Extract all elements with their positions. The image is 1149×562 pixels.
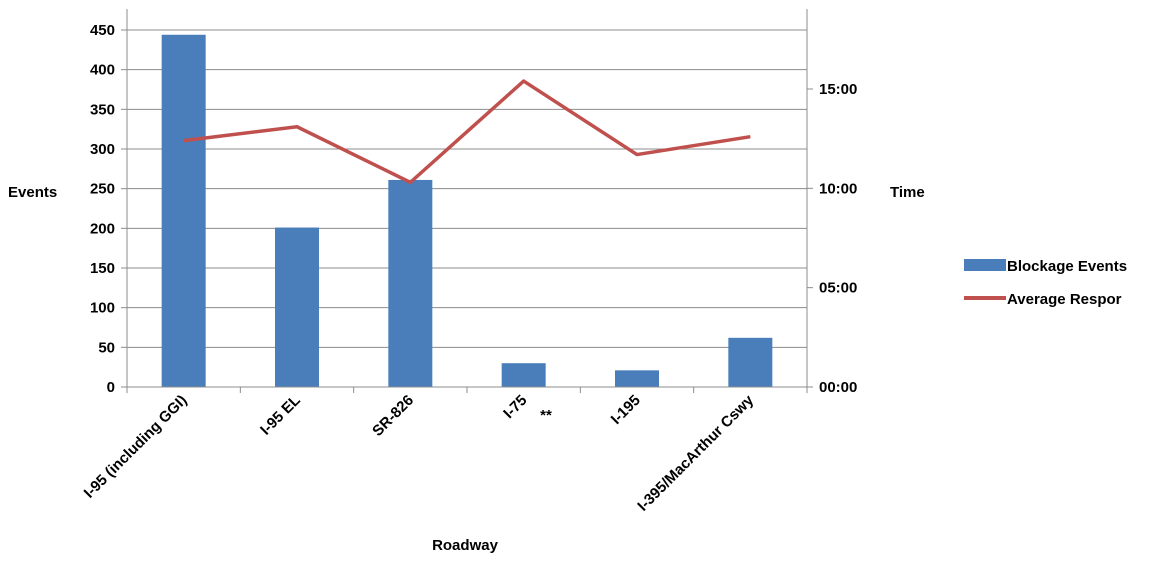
- bar-0: [161, 34, 206, 387]
- axes: [121, 9, 813, 393]
- i75-annotation: **: [540, 407, 552, 424]
- y2-axis-title: Time: [890, 184, 925, 201]
- response-polyline: [183, 79, 751, 185]
- y-tick-label: 150: [90, 260, 115, 277]
- y2-tick-label: 00:00: [819, 379, 857, 396]
- y-tick-label: 450: [90, 22, 115, 39]
- x-axis-title: Roadway: [432, 537, 499, 554]
- y2-tick-label: 15:00: [819, 81, 857, 98]
- bar-5: [728, 337, 773, 387]
- y-tick-label: 200: [90, 220, 115, 237]
- legend-label-bar: Blockage Events: [1007, 258, 1127, 275]
- category-label-5: I-395/MacArthur Cswy: [634, 391, 757, 514]
- category-label-4: I-195: [608, 392, 644, 428]
- y2-tick-label: 05:00: [819, 280, 857, 297]
- y-axis-title: Events: [8, 184, 57, 201]
- category-label-0: I-95 (including GGI): [81, 392, 191, 502]
- legend: Blockage Events Average Respor: [964, 258, 1127, 308]
- y2-tick-label: 10:00: [819, 180, 857, 197]
- y-tick-label: 50: [98, 339, 115, 356]
- response-line: [183, 79, 751, 185]
- y-tick-label: 350: [90, 101, 115, 118]
- bar-4: [615, 370, 659, 387]
- category-label-1: I-95 EL: [257, 392, 304, 439]
- gridlines: [127, 29, 807, 348]
- y-tick-label: 400: [90, 62, 115, 79]
- y-tick-label: 300: [90, 141, 115, 158]
- legend-swatch-bar: [964, 259, 1006, 271]
- legend-label-line: Average Respor: [1007, 291, 1122, 308]
- category-label-2: SR-826: [369, 392, 417, 440]
- right-axis-ticks: 00:00 05:00 10:00 15:00: [819, 81, 857, 396]
- y-tick-label: 100: [90, 300, 115, 317]
- bar-2: [388, 179, 433, 387]
- category-label-3: I-75: [500, 392, 530, 422]
- category-labels: I-95 (including GGI) I-95 EL SR-826 I-75 I-1…: [81, 391, 758, 514]
- y-tick-label: 250: [90, 181, 115, 198]
- bars: [161, 34, 773, 387]
- left-axis-ticks: 0 50 100 150 200 250 300 350 400 450: [90, 22, 115, 396]
- bar-1: [275, 227, 319, 387]
- bar-3: [501, 363, 546, 387]
- y-tick-label: 0: [107, 379, 115, 396]
